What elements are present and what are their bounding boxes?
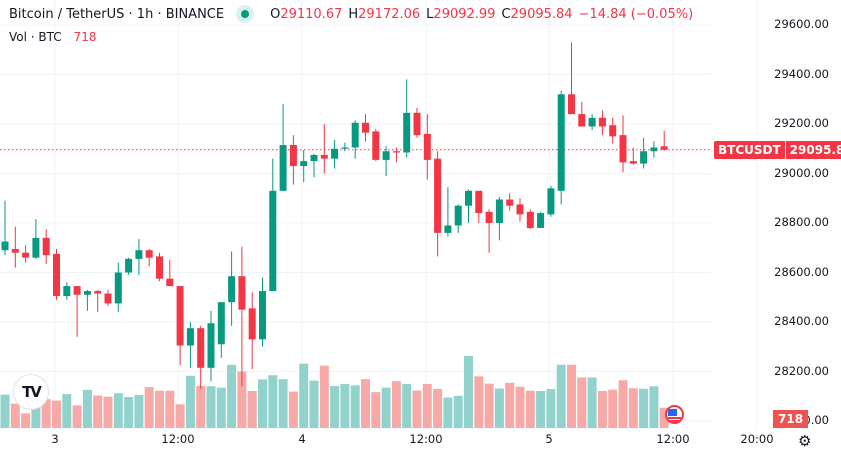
price-tick-label: 28800.00	[774, 215, 829, 229]
high-value: 29172.06	[358, 6, 421, 22]
us-flag-icon[interactable]	[665, 405, 684, 424]
volume-badge: 718	[773, 410, 809, 428]
price-tick-label: 28600.00	[774, 264, 829, 279]
tradingview-logo-icon[interactable]: TV	[13, 374, 49, 410]
change-value: −14.84 (−0.05%)	[578, 6, 694, 22]
high-label: H	[348, 6, 359, 22]
time-tick-label: 5	[545, 432, 553, 446]
price-tick-label: 28200.00	[774, 363, 829, 378]
symbol-title[interactable]: Bitcoin / TetherUS · 1h · BINANCE	[9, 6, 225, 22]
open-value: 29110.67	[280, 6, 343, 22]
last-price-badge: BTCUSDT 29095.84	[714, 141, 841, 159]
price-tick-label: 29400.00	[774, 66, 829, 81]
price-badge-symbol: BTCUSDT	[714, 141, 785, 159]
grid-lines	[0, 0, 758, 428]
price-tick-label: 29200.00	[774, 116, 829, 130]
price-tick-label: 29600.00	[774, 17, 829, 31]
time-tick-label: 20:00	[740, 432, 774, 446]
symbol-legend: Bitcoin / TetherUS · 1h · BINANCE O 29110…	[9, 5, 693, 23]
time-tick-label: 12:00	[161, 432, 195, 446]
low-value: 29092.99	[433, 6, 496, 22]
time-tick-label: 3	[51, 432, 59, 446]
open-label: O	[270, 6, 281, 22]
close-value: 29095.84	[510, 6, 573, 22]
close-label: C	[501, 6, 511, 22]
low-label: L	[426, 6, 434, 22]
gear-icon[interactable]: ⚙	[798, 432, 812, 450]
volume-bars	[0, 356, 669, 428]
time-tick-label: 12:00	[409, 432, 443, 446]
time-tick-label: 12:00	[656, 432, 690, 446]
price-tick-label: 29000.00	[774, 165, 829, 180]
market-status-icon[interactable]	[236, 5, 255, 23]
time-tick-label: 4	[298, 432, 306, 446]
price-tick-label: 28400.00	[774, 314, 829, 328]
price-badge-value: 29095.84	[785, 141, 841, 159]
volume-label[interactable]: Vol · BTC	[9, 30, 62, 44]
candlesticks	[1, 42, 668, 389]
volume-value: 718	[73, 30, 97, 44]
volume-legend: Vol · BTC 718	[9, 30, 97, 44]
